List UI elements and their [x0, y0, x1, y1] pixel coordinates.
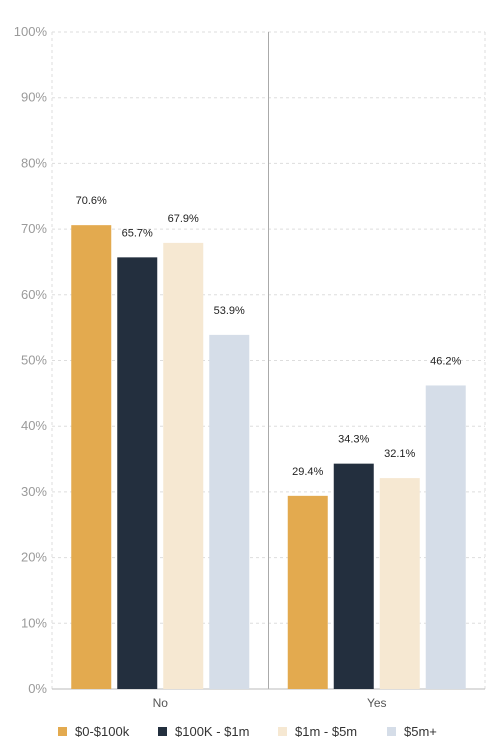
x-category-label: No: [153, 696, 169, 710]
legend: $0-$100k $100K - $1m $1m - $5m $5m+: [0, 720, 494, 744]
data-label: 32.1%: [384, 448, 415, 460]
legend-item[interactable]: $0-$100k: [58, 720, 129, 742]
legend-item[interactable]: $5m+: [387, 720, 437, 742]
bar: [71, 225, 112, 689]
gridlines: [51, 31, 486, 690]
bar: [117, 257, 158, 689]
legend-item[interactable]: $1m - $5m: [278, 720, 357, 742]
y-tick-label: 80%: [21, 155, 47, 170]
data-label: 67.9%: [168, 213, 199, 225]
y-tick-label: 90%: [21, 90, 47, 105]
legend-swatch: [387, 726, 396, 736]
data-labels: 70.6% 65.7% 67.9% 53.9% 29.4% 34.3% 32.1% 46.2%: [76, 195, 462, 478]
bar: [333, 463, 374, 689]
data-label: 46.2%: [430, 355, 461, 367]
y-tick-label: 0%: [28, 681, 47, 696]
legend-label: $5m+: [404, 723, 437, 739]
data-label: 53.9%: [214, 305, 245, 317]
bar: [287, 495, 328, 689]
legend-swatch: [278, 726, 287, 736]
data-label: 65.7%: [122, 227, 153, 239]
bar: [209, 334, 250, 689]
legend-item[interactable]: $100K - $1m: [158, 720, 249, 742]
x-axis-categories: No Yes: [153, 696, 387, 710]
legend-label: $0-$100k: [75, 723, 130, 739]
bar: [425, 385, 466, 689]
legend-swatch: [58, 726, 67, 736]
legend-swatch: [158, 726, 167, 736]
y-tick-label: 70%: [21, 221, 47, 236]
data-label: 70.6%: [76, 195, 107, 207]
y-tick-label: 100%: [14, 24, 48, 39]
y-axis-ticks: 0% 10% 20% 30% 40% 50% 60% 70% 80% 90% 100%: [14, 24, 48, 696]
y-tick-label: 50%: [21, 353, 47, 368]
x-category-label: Yes: [367, 696, 387, 710]
bar: [163, 242, 204, 689]
y-tick-label: 60%: [21, 287, 47, 302]
legend-label: $100K - $1m: [175, 723, 250, 739]
y-tick-label: 10%: [21, 615, 47, 630]
y-tick-label: 30%: [21, 484, 47, 499]
bar: [379, 478, 420, 689]
y-tick-label: 20%: [21, 550, 47, 565]
data-label: 34.3%: [338, 434, 369, 446]
data-label: 29.4%: [292, 466, 323, 478]
bars: [71, 225, 466, 689]
legend-label: $1m - $5m: [295, 723, 358, 739]
bar-chart: 0% 10% 20% 30% 40% 50% 60% 70% 80% 90% 100% 70.6% 6…: [14, 24, 486, 710]
y-tick-label: 40%: [21, 418, 47, 433]
